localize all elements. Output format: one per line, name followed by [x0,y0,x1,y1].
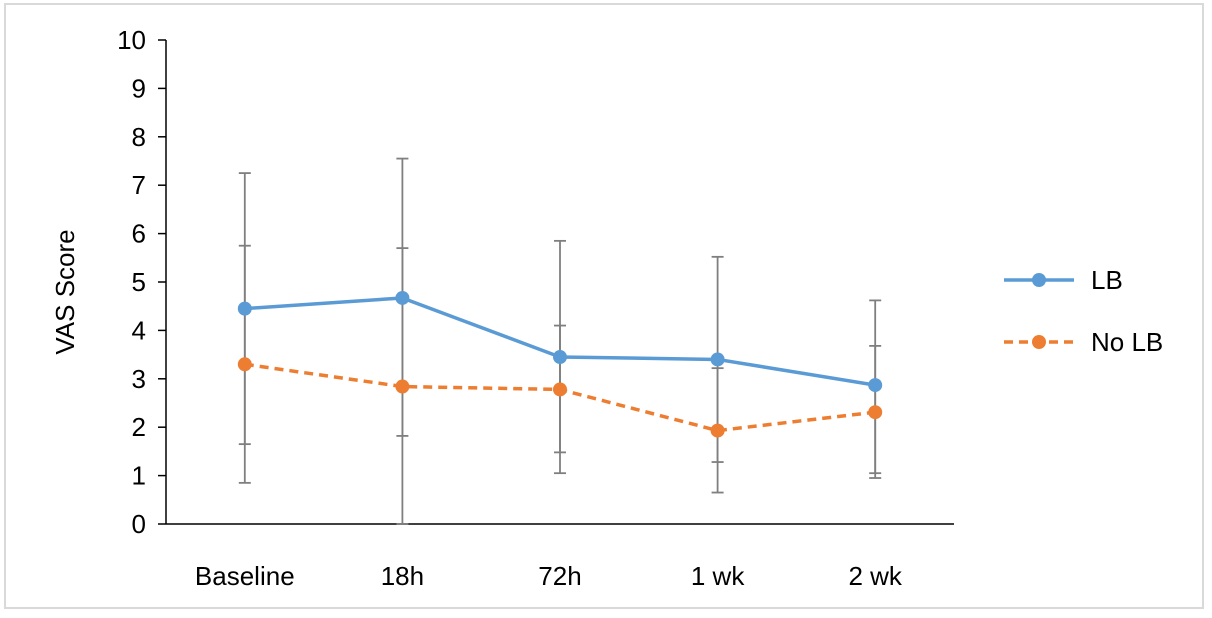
y-tick-label: 8 [132,122,146,152]
data-point [237,301,252,316]
data-point [395,379,410,394]
y-tick-label: 5 [132,267,146,297]
error-bars [238,157,882,525]
data-point [395,290,410,305]
chart-svg: 0 1 2 3 4 5 6 7 8 9 10 Baseline 18h 72h 1 wk 2 wk LB No … [50,25,1163,591]
data-point [868,405,883,420]
data-point [553,350,567,365]
y-axis-title: VAS Score [50,229,80,354]
legend-marker-1 [1032,335,1046,349]
x-tick-label: 1 wk [691,561,745,591]
y-tick-label: 7 [132,170,146,200]
data-point [237,357,252,372]
legend: LB No LB [1004,265,1163,357]
y-tick-label: 6 [132,219,146,249]
y-tick-label: 9 [132,73,146,103]
x-tick-label: 2 wk [848,561,902,591]
y-tick-label: 0 [132,509,146,539]
y-tick-label: 10 [117,25,146,55]
y-tick-label: 2 [132,412,146,442]
y-tick-label: 1 [132,461,146,491]
x-tick-label: 18h [381,561,424,591]
data-point [553,382,567,397]
legend-label-1: No LB [1091,327,1163,357]
x-tick-label: 72h [538,561,581,591]
data-point [710,352,725,367]
data-point [868,378,883,393]
chart-frame: 0 1 2 3 4 5 6 7 8 9 10 Baseline 18h 72h 1 wk 2 wk LB No … [4,3,1204,609]
y-tick-label: 4 [132,315,146,345]
series-lines [237,290,883,438]
y-tick-label: 3 [132,364,146,394]
legend-label-0: LB [1091,265,1123,295]
data-point [710,423,725,438]
legend-marker-0 [1032,273,1046,287]
axes: 0 1 2 3 4 5 6 7 8 9 10 Baseline 18h 72h 1 wk 2 wk [117,25,954,591]
x-tick-label: Baseline [195,561,295,591]
